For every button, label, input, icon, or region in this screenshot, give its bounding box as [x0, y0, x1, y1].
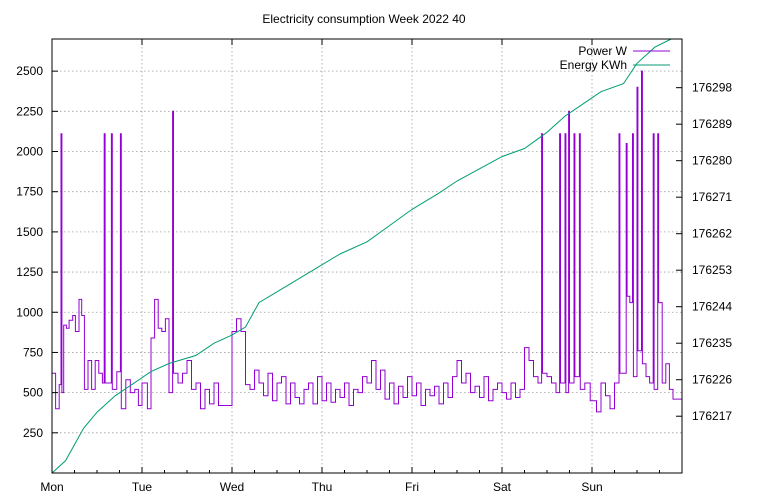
x-tick-label: Mon — [40, 480, 63, 494]
x-tick-label: Fri — [405, 480, 419, 494]
chart-title: Electricity consumption Week 2022 40 — [262, 12, 466, 26]
legend-label-power: Power W — [578, 44, 627, 58]
x-tick-label: Tue — [132, 480, 153, 494]
y-right-tick-label: 176217 — [692, 409, 732, 423]
y-left-tick-label: 750 — [23, 345, 43, 359]
y-left-tick-label: 250 — [23, 426, 43, 440]
x-tick-label: Sun — [581, 480, 602, 494]
x-tick-label: Sat — [493, 480, 512, 494]
x-tick-label: Thu — [312, 480, 333, 494]
y-left-tick-label: 1250 — [16, 265, 43, 279]
y-right-tick-label: 176262 — [692, 227, 732, 241]
grid — [52, 39, 682, 473]
plot-area — [51, 38, 682, 474]
legend: Power W Energy KWh — [560, 44, 670, 72]
y-right-tick-label: 176235 — [692, 336, 732, 350]
y-right-tick-label: 176244 — [692, 300, 732, 314]
plot-frame — [51, 38, 683, 474]
y-right-tick-label: 176280 — [692, 154, 732, 168]
y-left-tick-label: 1500 — [16, 225, 43, 239]
y-right-tick-label: 176253 — [692, 263, 732, 277]
y-right-tick-label: 176271 — [692, 190, 732, 204]
x-tick-label: Wed — [220, 480, 244, 494]
y-right-tick-label: 176226 — [692, 373, 732, 387]
y-left-tick-label: 2250 — [16, 104, 43, 118]
y-left-tick-label: 1000 — [16, 305, 43, 319]
y-left-tick-label: 2500 — [16, 64, 43, 78]
series-line-power — [52, 70, 682, 413]
y-left-tick-label: 1750 — [16, 185, 43, 199]
y-left-tick-label: 500 — [23, 386, 43, 400]
axes: Mon Tue Wed Thu Fri Sat Sun 250 500 750 1000 1250 15… — [16, 39, 732, 494]
y-left-tick-label: 2000 — [16, 145, 43, 159]
series-line-energy — [51, 38, 672, 474]
y-right-tick-label: 176289 — [692, 117, 732, 131]
y-right-tick-label: 176298 — [692, 81, 732, 95]
legend-label-energy: Energy KWh — [560, 58, 627, 72]
